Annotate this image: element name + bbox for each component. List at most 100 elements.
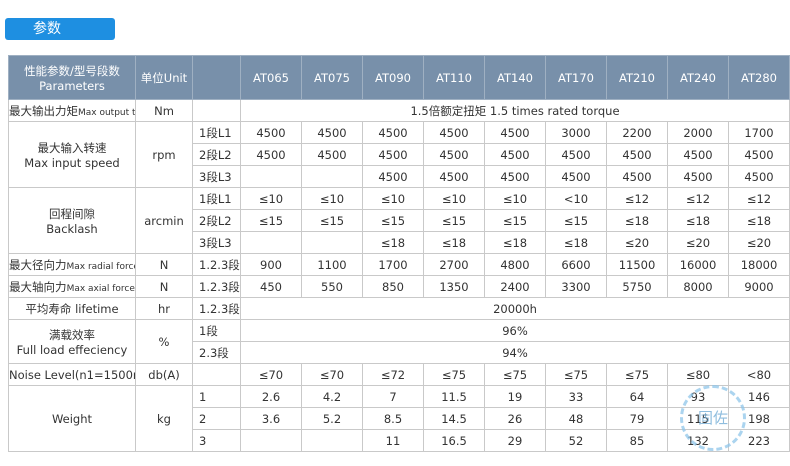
table-row: Noise Level(n1=1500rpm)db(A)≤70≤70≤72≤75… <box>8 363 790 386</box>
model-header: AT170 <box>545 55 607 100</box>
unit-cell: rpm <box>135 121 193 188</box>
row-label: 最大输出力矩Max output torque <box>8 99 136 122</box>
value-cell: 4500 <box>423 121 485 144</box>
value-cell: ≤70 <box>240 363 302 386</box>
stage-cell: 1.2.3段 <box>192 253 241 276</box>
value-cell: ≤18 <box>545 231 607 254</box>
value-cell <box>301 231 363 254</box>
row-label-cn: 平均寿命 lifetime <box>25 301 119 316</box>
value-cell: 8.5 <box>362 407 424 430</box>
model-header: AT110 <box>423 55 485 100</box>
value-cell: 79 <box>606 407 668 430</box>
value-cell: 2400 <box>484 275 546 298</box>
value-cell <box>240 231 302 254</box>
row-label-small: Max axial force <box>66 283 135 294</box>
row-label: Weight <box>8 385 136 452</box>
value-cell: 2000 <box>667 121 729 144</box>
value-cell: 4500 <box>362 121 424 144</box>
value-cell: 4500 <box>362 143 424 166</box>
row-label: 最大输入转速 Max input speed <box>8 121 136 188</box>
value-cell: 4500 <box>667 143 729 166</box>
value-cell: ≤75 <box>545 363 607 386</box>
value-cell: ≤15 <box>545 209 607 232</box>
model-header: AT280 <box>728 55 790 100</box>
value-cell: 29 <box>484 429 546 452</box>
value-cell: ≤70 <box>301 363 363 386</box>
value-cell: ≤12 <box>606 187 668 210</box>
stage-cell: 2 <box>192 407 241 430</box>
header-unit: 单位Unit <box>135 55 193 100</box>
table-row: 平均寿命 lifetime hr 1.2.3段 20000h <box>8 297 790 320</box>
value-cell: 4500 <box>362 165 424 188</box>
value-cell: 223 <box>728 429 790 452</box>
value-cell: 4.2 <box>301 385 363 408</box>
row-label-small: Max radial force <box>66 261 136 272</box>
value-cell: ≤18 <box>728 209 790 232</box>
model-header: AT210 <box>606 55 668 100</box>
value-cell: ≤20 <box>728 231 790 254</box>
table-row: 2段L2 ≤15 ≤15 ≤15 ≤15 ≤15 ≤15 ≤18 ≤18 ≤18 <box>9 209 790 232</box>
value-cell: ≤18 <box>667 209 729 232</box>
stage-cell: 1 <box>192 385 241 408</box>
value-cell: 4500 <box>606 165 668 188</box>
value-cell: 64 <box>606 385 668 408</box>
value-cell: 3.6 <box>240 407 302 430</box>
row-label-cn: 最大轴向力 <box>9 279 67 294</box>
value-cell: 19 <box>484 385 546 408</box>
value-cell: ≤12 <box>667 187 729 210</box>
value-cell: 48 <box>545 407 607 430</box>
stage-cell: 2段L2 <box>192 143 241 166</box>
value-cell: 1700 <box>362 253 424 276</box>
model-header: AT065 <box>240 55 302 100</box>
row-label-cn: 回程间隙 <box>49 206 95 221</box>
value-cell: 52 <box>545 429 607 452</box>
header-row: 性能参数/型号段数 Parameters 单位Unit AT065 AT075 AT090… <box>8 55 790 100</box>
value-cell: ≤10 <box>423 187 485 210</box>
value-cell: 3300 <box>545 275 607 298</box>
value-cell: ≤10 <box>484 187 546 210</box>
row-label-cn: Noise Level(n1=1500rpm) <box>9 367 135 382</box>
value-cell: ≤15 <box>362 209 424 232</box>
value-cell: 3000 <box>545 121 607 144</box>
watermark: 固佐 <box>680 385 746 451</box>
value-cell: <10 <box>545 187 607 210</box>
value-cell: 9000 <box>728 275 790 298</box>
table-row: 2段L2 4500 4500 4500 4500 4500 4500 4500 4500 4500 <box>9 143 790 166</box>
row-label-cn: Weight <box>51 411 93 426</box>
value-cell: 1700 <box>728 121 790 144</box>
value-cell: 5750 <box>606 275 668 298</box>
row-label-en: Full load effeciency <box>16 342 128 357</box>
value-cell: 4500 <box>240 121 302 144</box>
value-cell: 4500 <box>301 121 363 144</box>
unit-cell: hr <box>135 297 193 320</box>
row-label-en: Backlash <box>46 221 98 236</box>
table-row: Weight kg 1 2.6 4.2 7 11.5 19 33 64 93 146 <box>8 385 790 452</box>
row-label: 最大轴向力Max axial force <box>8 275 136 298</box>
value-cell: 4800 <box>484 253 546 276</box>
model-header: AT090 <box>362 55 424 100</box>
value-cell: 85 <box>606 429 668 452</box>
unit-cell: N <box>135 253 193 276</box>
value-cell <box>240 429 302 452</box>
value-cell: ≤20 <box>606 231 668 254</box>
value-cell: ≤80 <box>667 363 729 386</box>
value-cell: 2200 <box>606 121 668 144</box>
value-cell: ≤18 <box>362 231 424 254</box>
unit-cell: kg <box>135 385 193 452</box>
stage-cell <box>192 363 241 386</box>
row-label-small: Max output torque <box>78 107 136 118</box>
value-cell: 11.5 <box>423 385 485 408</box>
value-cell: 14.5 <box>423 407 485 430</box>
stage-cell <box>192 99 241 122</box>
value-cell: 8000 <box>667 275 729 298</box>
value-cell: ≤15 <box>301 209 363 232</box>
value-cell: 4500 <box>484 143 546 166</box>
header-label: 性能参数/型号段数 Parameters <box>8 55 136 100</box>
table-row: 最大输出力矩Max output torqueNm 1.5倍额定扭矩 1.5 ti… <box>8 99 790 122</box>
stage-cell: 3段L3 <box>192 165 241 188</box>
table-row: 满载效率 Full load effeciency% 1段 96% <box>8 319 790 364</box>
value-cell: 4500 <box>545 165 607 188</box>
value-cell: 850 <box>362 275 424 298</box>
value-cell: 4500 <box>423 143 485 166</box>
